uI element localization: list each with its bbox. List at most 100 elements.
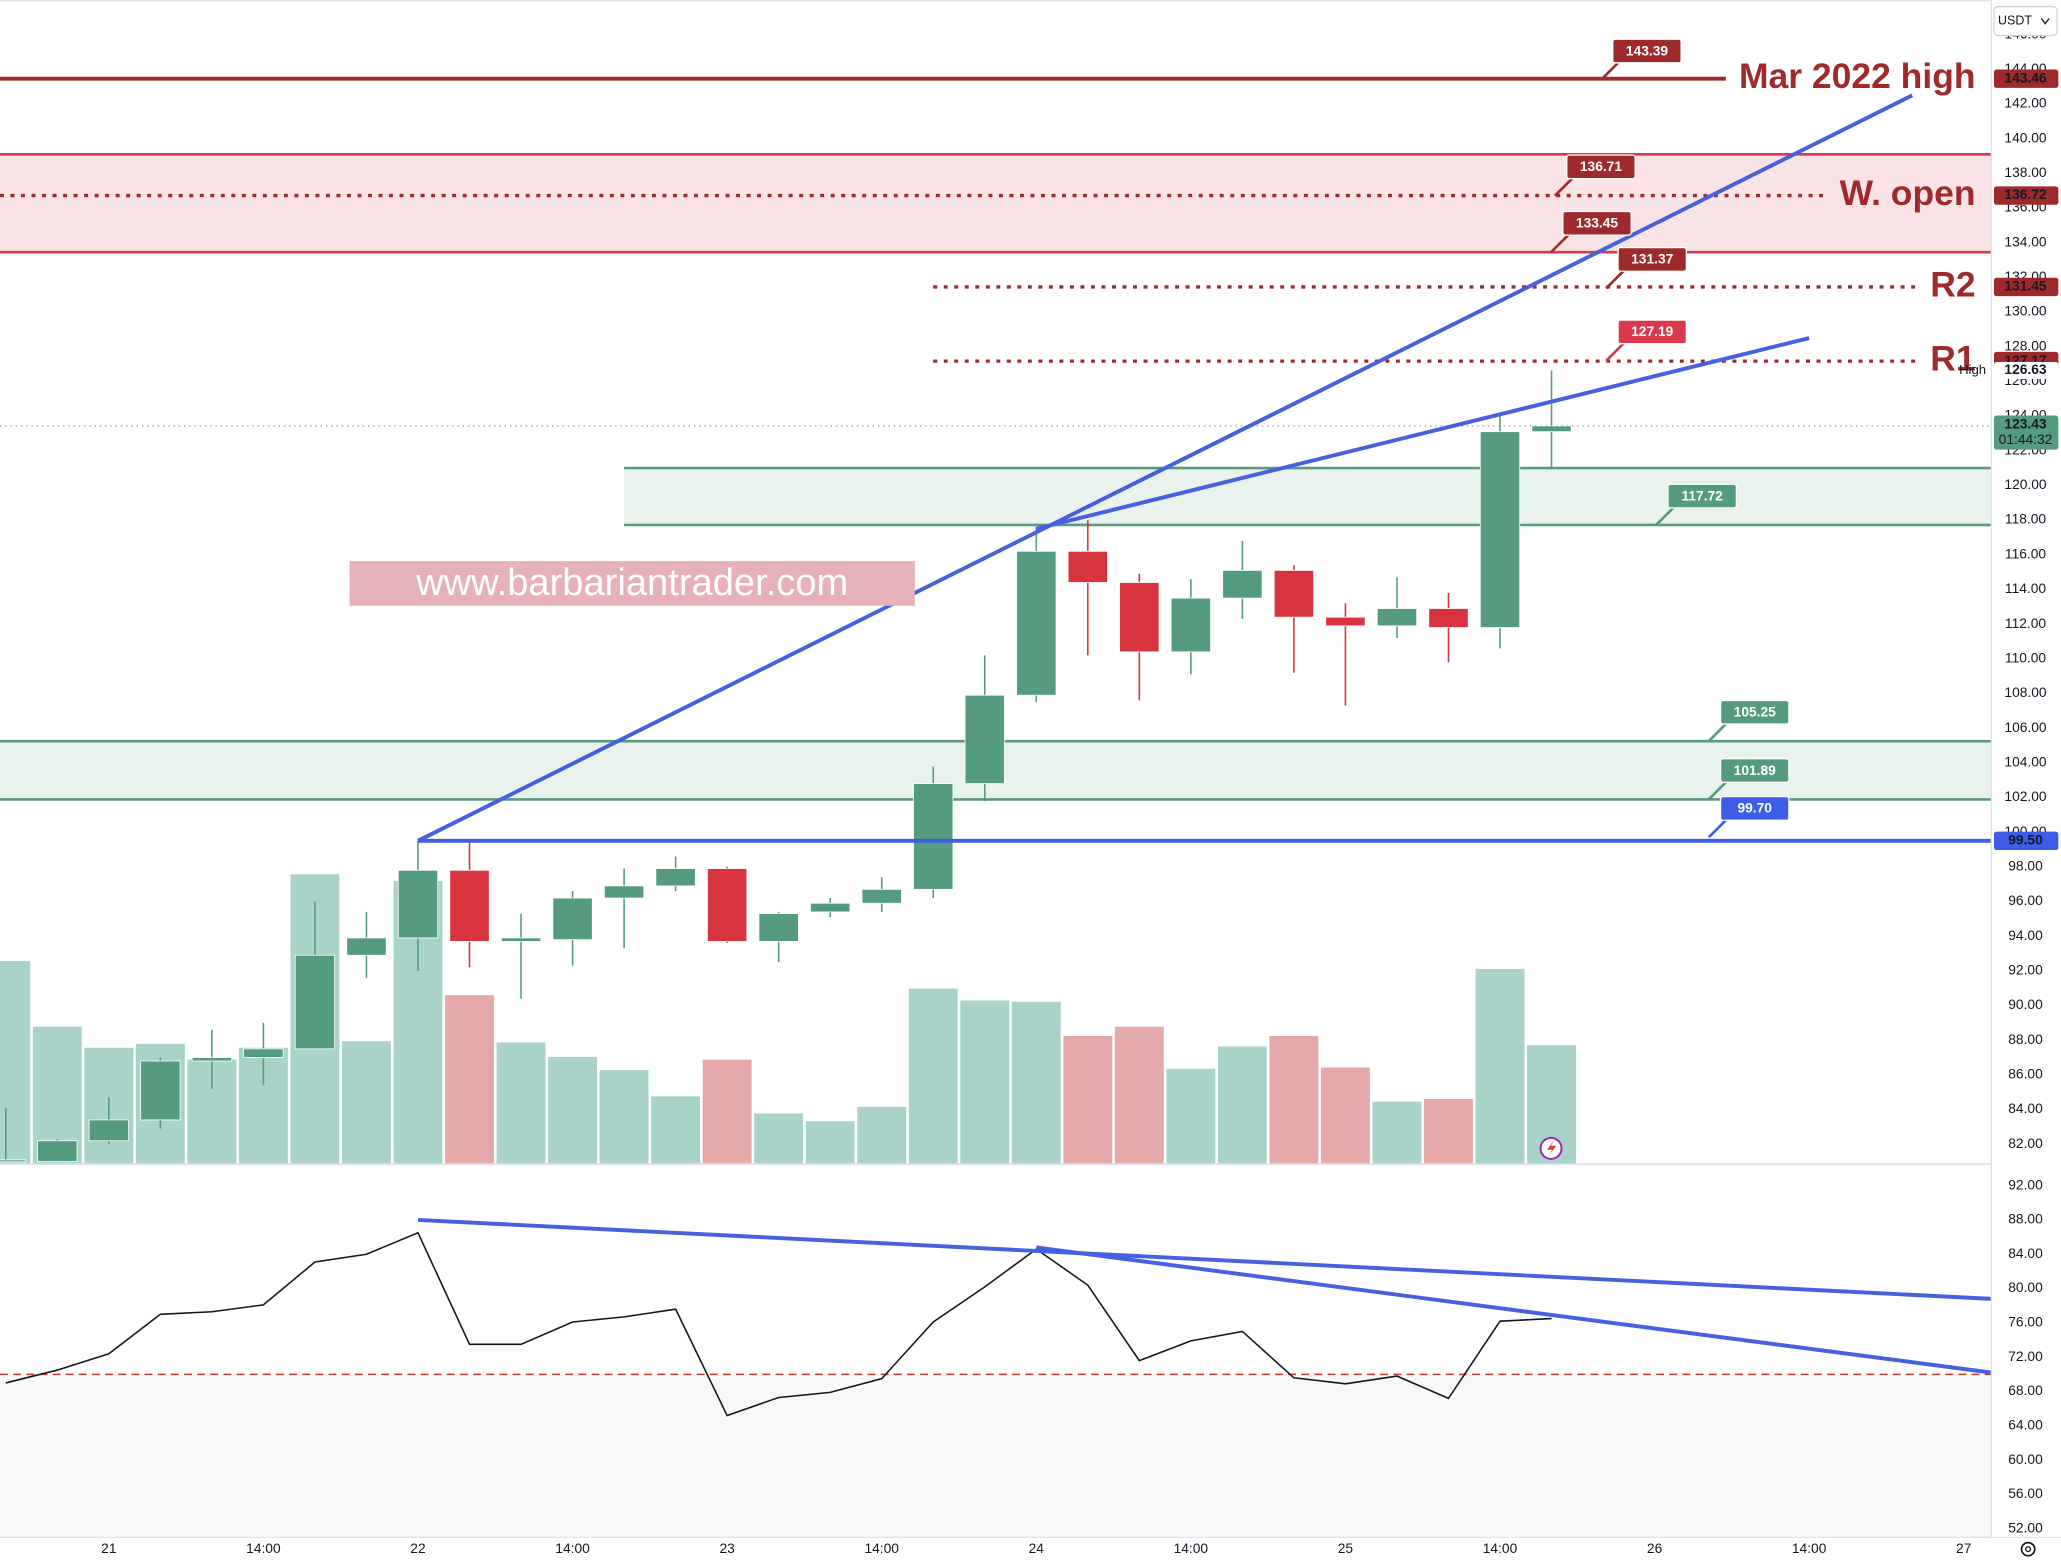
time-axis-bg (0, 1537, 2061, 1561)
candle-body (37, 1140, 78, 1162)
y-tick-label: 98.00 (2008, 858, 2043, 873)
high-price-tag-box (1993, 361, 2059, 380)
rsi-tick-label: 80.00 (2008, 1280, 2043, 1295)
candle-body (500, 937, 542, 942)
x-tick-label: 14:00 (246, 1541, 281, 1556)
x-tick-label: 14:00 (555, 1541, 590, 1556)
flag-pointer (1707, 819, 1727, 839)
volume-bar (753, 1112, 805, 1165)
flag-box (1617, 319, 1688, 345)
x-tick-label: 14:00 (1483, 1541, 1518, 1556)
watermark: www.barbariantrader.com (415, 562, 848, 604)
volume-bar (1165, 1067, 1217, 1165)
candle-body (810, 902, 851, 913)
candle-body (552, 897, 593, 941)
candle-body (1325, 616, 1366, 627)
y-tick-label: 112.00 (2005, 616, 2046, 631)
flag-label: 143.39 (1626, 43, 1668, 58)
level-price-tag-box (1993, 277, 2059, 297)
y-tick-label: 92.00 (2008, 962, 2043, 977)
flag-label: 127.19 (1631, 324, 1673, 339)
candle-body (449, 869, 490, 942)
y-tick-label: 114.00 (2005, 581, 2046, 596)
candle-body (1531, 425, 1572, 433)
candle-body (294, 954, 336, 1050)
rsi-tick-label: 76.00 (2008, 1315, 2043, 1330)
y-tick-label: 106.00 (2004, 720, 2046, 735)
candle-body (655, 868, 696, 887)
candle-body (346, 937, 387, 956)
flag-box (1719, 699, 1790, 725)
settings-icon-center[interactable] (2025, 1546, 2032, 1553)
volume-bar (1268, 1034, 1320, 1165)
volume-bar (650, 1095, 702, 1165)
flag-box (1612, 38, 1682, 64)
flag-pointer (1605, 270, 1625, 290)
volume-bar (598, 1069, 650, 1165)
candle-body (861, 888, 902, 904)
y-tick-label: 90.00 (2008, 997, 2043, 1012)
candle-body (603, 885, 645, 899)
rsi-tick-label: 92.00 (2008, 1177, 2043, 1192)
x-tick-label: 23 (719, 1541, 735, 1556)
settings-icon[interactable] (2020, 1541, 2036, 1557)
volume-bar (1474, 967, 1526, 1165)
flag-label: 136.71 (1580, 159, 1622, 174)
y-tick-label: 96.00 (2008, 893, 2043, 908)
volume-bar (1216, 1045, 1268, 1165)
y-tick-label: 102.00 (2004, 789, 2046, 804)
trend-line (417, 1217, 1992, 1301)
trend-line (1036, 1245, 1992, 1375)
volume-bar (340, 1040, 392, 1165)
zone (624, 468, 1992, 525)
volume-bar (804, 1120, 856, 1165)
candle-body (243, 1048, 284, 1058)
volume-bar (547, 1055, 599, 1165)
level-label: Mar 2022 high (1739, 56, 1976, 96)
flag-label: 117.72 (1681, 488, 1723, 503)
candle-body (1479, 431, 1521, 628)
flag-label: 133.45 (1576, 216, 1618, 231)
y-tick-label: 108.00 (2004, 685, 2046, 700)
currency-select[interactable] (1993, 5, 2058, 37)
y-tick-label: 120.00 (2004, 477, 2046, 492)
flag-label: 99.70 (1737, 801, 1772, 816)
level-price-tag-box (1993, 69, 2059, 88)
rsi-tick-label: 64.00 (2008, 1417, 2043, 1432)
x-tick-label: 26 (1647, 1541, 1663, 1556)
currency-label[interactable]: USDT (1998, 13, 2032, 27)
flag-label: 105.25 (1734, 705, 1776, 720)
candle-body (758, 913, 799, 942)
rsi-tick-label: 84.00 (2008, 1246, 2043, 1261)
y-tick-label: 142.00 (2004, 96, 2046, 111)
y-tick-label: 104.00 (2004, 754, 2046, 769)
y-tick-label: 118.00 (2005, 512, 2046, 527)
candle-body (707, 868, 748, 942)
rsi-tick-label: 52.00 (2008, 1520, 2043, 1535)
price-axis-bg (1991, 0, 2061, 1538)
rsi-tick-label: 56.00 (2008, 1486, 2043, 1501)
level-label: R1 (1930, 339, 1975, 379)
volume-bar (444, 994, 496, 1165)
rsi-line (5, 1231, 1552, 1417)
last-price-box (1993, 415, 2059, 450)
volume-bar (1371, 1100, 1423, 1165)
volume-bar (959, 999, 1011, 1165)
volume-bar (1319, 1066, 1371, 1165)
currency-caret[interactable] (2040, 18, 2050, 25)
y-tick-label: 130.00 (2004, 304, 2046, 319)
candle-body (1428, 608, 1469, 628)
y-tick-label: 86.00 (2008, 1067, 2043, 1082)
flag-box (1562, 210, 1632, 236)
last-price: 123.43 (2004, 416, 2046, 431)
level-label: W. open (1840, 173, 1976, 213)
volume-bar (1422, 1097, 1474, 1165)
candle-body (964, 694, 1005, 785)
candle-body (1376, 608, 1418, 627)
volume-bar (0, 959, 32, 1165)
flag-pointer (1554, 177, 1573, 197)
candle-body (191, 1057, 232, 1062)
flag-box (1566, 154, 1636, 180)
